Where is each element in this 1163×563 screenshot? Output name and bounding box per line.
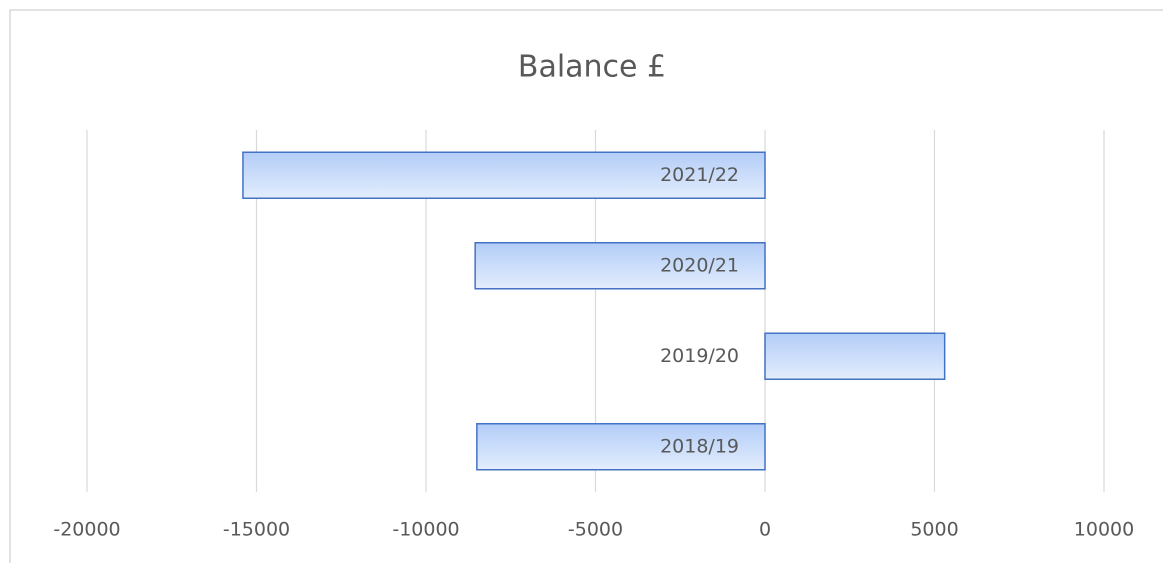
x-tick-label: -10000 xyxy=(392,519,459,541)
x-tick-label: 5000 xyxy=(910,519,958,541)
bar xyxy=(764,332,946,380)
x-tick-label: -5000 xyxy=(568,519,623,541)
x-tick-label: -20000 xyxy=(53,519,120,541)
chart-title: Balance £ xyxy=(518,50,666,85)
x-tick-label: -15000 xyxy=(223,519,290,541)
bar xyxy=(242,151,766,199)
x-tick-label: 0 xyxy=(759,519,771,541)
bar xyxy=(474,242,766,290)
y-tick-label: 2021/22 xyxy=(660,164,739,186)
bar xyxy=(476,423,766,471)
y-tick-label: 2019/20 xyxy=(660,345,739,367)
y-tick-label: 2018/19 xyxy=(660,435,739,457)
y-tick-label: 2020/21 xyxy=(660,254,739,276)
x-tick-label: 10000 xyxy=(1074,519,1134,541)
chart-frame xyxy=(9,9,1163,563)
